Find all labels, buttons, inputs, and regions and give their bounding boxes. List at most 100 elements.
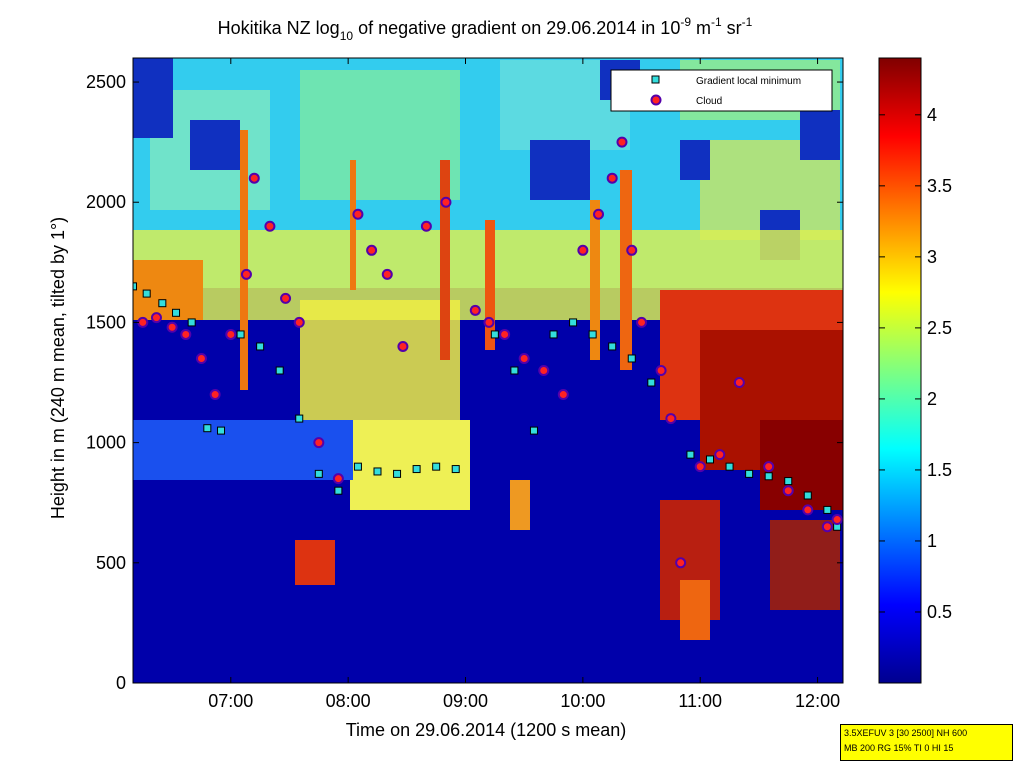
- gradient-minimum-point: [490, 330, 499, 339]
- gradient-minimum-point: [275, 366, 284, 375]
- gradient-minimum-point: [142, 289, 151, 298]
- gradient-minimum-point: [217, 426, 226, 435]
- cloud-point: [636, 316, 648, 328]
- cloud-point: [248, 172, 260, 184]
- cloud-point: [313, 437, 325, 449]
- gradient-minimum-point: [256, 342, 265, 351]
- cloud-point: [802, 504, 814, 516]
- colorbar-ramp: [878, 57, 922, 684]
- cloud-point: [577, 244, 589, 256]
- gradient-minimum-point: [627, 354, 636, 363]
- cloud-point: [714, 449, 726, 461]
- colorbar-tick-label: 3: [927, 247, 937, 267]
- gradient-minimum-point: [133, 282, 137, 291]
- cloud-point: [166, 321, 178, 333]
- cloud-markers: [137, 136, 843, 569]
- gradient-minimum-point: [588, 330, 597, 339]
- cloud-point: [150, 312, 162, 324]
- gradient-minimum-point: [803, 491, 812, 500]
- colorbar-tick-label: 2: [927, 389, 937, 409]
- x-axis-label: Time on 29.06.2014 (1200 s mean): [346, 720, 627, 740]
- gradient-minimum-point: [373, 467, 382, 476]
- x-tick-label: 10:00: [560, 691, 605, 711]
- cloud-point: [440, 196, 452, 208]
- x-tick-label: 07:00: [208, 691, 253, 711]
- legend-square-icon: [651, 75, 660, 84]
- cloud-point: [332, 473, 344, 485]
- gradient-minimum-point: [764, 472, 773, 481]
- cloud-point: [420, 220, 432, 232]
- y-tick-label: 1000: [86, 433, 126, 453]
- cloud-point: [280, 292, 292, 304]
- cloud-point: [397, 340, 409, 352]
- gradient-minimum-point: [647, 378, 656, 387]
- gradient-minimum-point: [172, 308, 181, 317]
- cloud-point: [366, 244, 378, 256]
- gradient-minimum-point: [451, 465, 460, 474]
- colorbar: 0.5 1 1.5 2 2.5 3 3.5 4: [878, 57, 952, 684]
- gradient-minimum-point: [686, 450, 695, 459]
- gradient-minimum-point: [314, 469, 323, 478]
- gradient-minimum-point: [334, 486, 343, 495]
- gradient-minimum-point: [203, 424, 212, 433]
- cloud-point: [626, 244, 638, 256]
- legend-label-gradient: Gradient local minimum: [696, 76, 801, 87]
- cloud-point: [180, 328, 192, 340]
- cloud-point: [137, 316, 149, 328]
- gradient-minimum-point: [412, 465, 421, 474]
- heatmap-field: [133, 58, 843, 683]
- x-axis: 07:00 08:00 09:00 10:00 11:00 12:00: [208, 58, 840, 711]
- cloud-point: [225, 328, 237, 340]
- cloud-point: [616, 136, 628, 148]
- cloud-point: [557, 389, 569, 401]
- y-axis: 0 500 1000 1500 2000 2500: [86, 72, 843, 693]
- x-tick-label: 09:00: [443, 691, 488, 711]
- colorbar-tick-label: 1.5: [927, 460, 952, 480]
- y-tick-label: 0: [116, 673, 126, 693]
- gradient-minimum-point: [393, 469, 402, 478]
- x-tick-label: 08:00: [326, 691, 371, 711]
- cloud-point: [606, 172, 618, 184]
- gradient-minimum-point: [705, 455, 714, 464]
- legend-circle-icon: [650, 94, 662, 106]
- cloud-point: [821, 521, 833, 533]
- gradient-minimum-point: [823, 505, 832, 514]
- y-tick-label: 500: [96, 553, 126, 573]
- gradient-minimum-point: [158, 299, 167, 308]
- chart-title: Hokitika NZ log10 of negative gradient o…: [218, 15, 753, 43]
- x-tick-label: 12:00: [795, 691, 840, 711]
- cloud-point: [518, 352, 530, 364]
- cloud-point: [483, 316, 495, 328]
- gradient-minimum-point: [510, 366, 519, 375]
- gradient-minimum-point: [432, 462, 441, 471]
- stamp-line-2: MB 200 RG 15% TI 0 HI 15: [844, 743, 954, 753]
- legend-label-cloud: Cloud: [696, 96, 722, 107]
- cloud-point: [782, 485, 794, 497]
- cloud-point: [469, 304, 481, 316]
- colorbar-tick-label: 1: [927, 531, 937, 551]
- cloud-point: [538, 365, 550, 376]
- cloud-point: [593, 208, 605, 220]
- gradient-minimum-point: [353, 462, 362, 471]
- cloud-point: [763, 461, 775, 473]
- gradient-minimum-point: [784, 477, 793, 486]
- colorbar-tick-label: 0.5: [927, 602, 952, 622]
- colorbar-tick-label: 4: [927, 105, 937, 125]
- gradient-minimum-point: [529, 426, 538, 435]
- cloud-point: [694, 461, 706, 473]
- gradient-minimum-point: [608, 342, 617, 351]
- gradient-minimum-point: [236, 330, 245, 339]
- cloud-point: [209, 389, 221, 401]
- cloud-point: [831, 514, 843, 526]
- gradient-minimum-point: [725, 462, 734, 471]
- gradient-minimum-point: [187, 318, 196, 327]
- cloud-point: [240, 268, 252, 280]
- y-tick-label: 2000: [86, 192, 126, 212]
- cloud-point: [381, 268, 393, 280]
- cloud-point: [352, 208, 364, 220]
- gradient-minimum-point: [549, 330, 558, 339]
- cloud-point: [264, 220, 276, 232]
- cloud-point: [665, 413, 677, 425]
- colorbar-tick-label: 2.5: [927, 318, 952, 338]
